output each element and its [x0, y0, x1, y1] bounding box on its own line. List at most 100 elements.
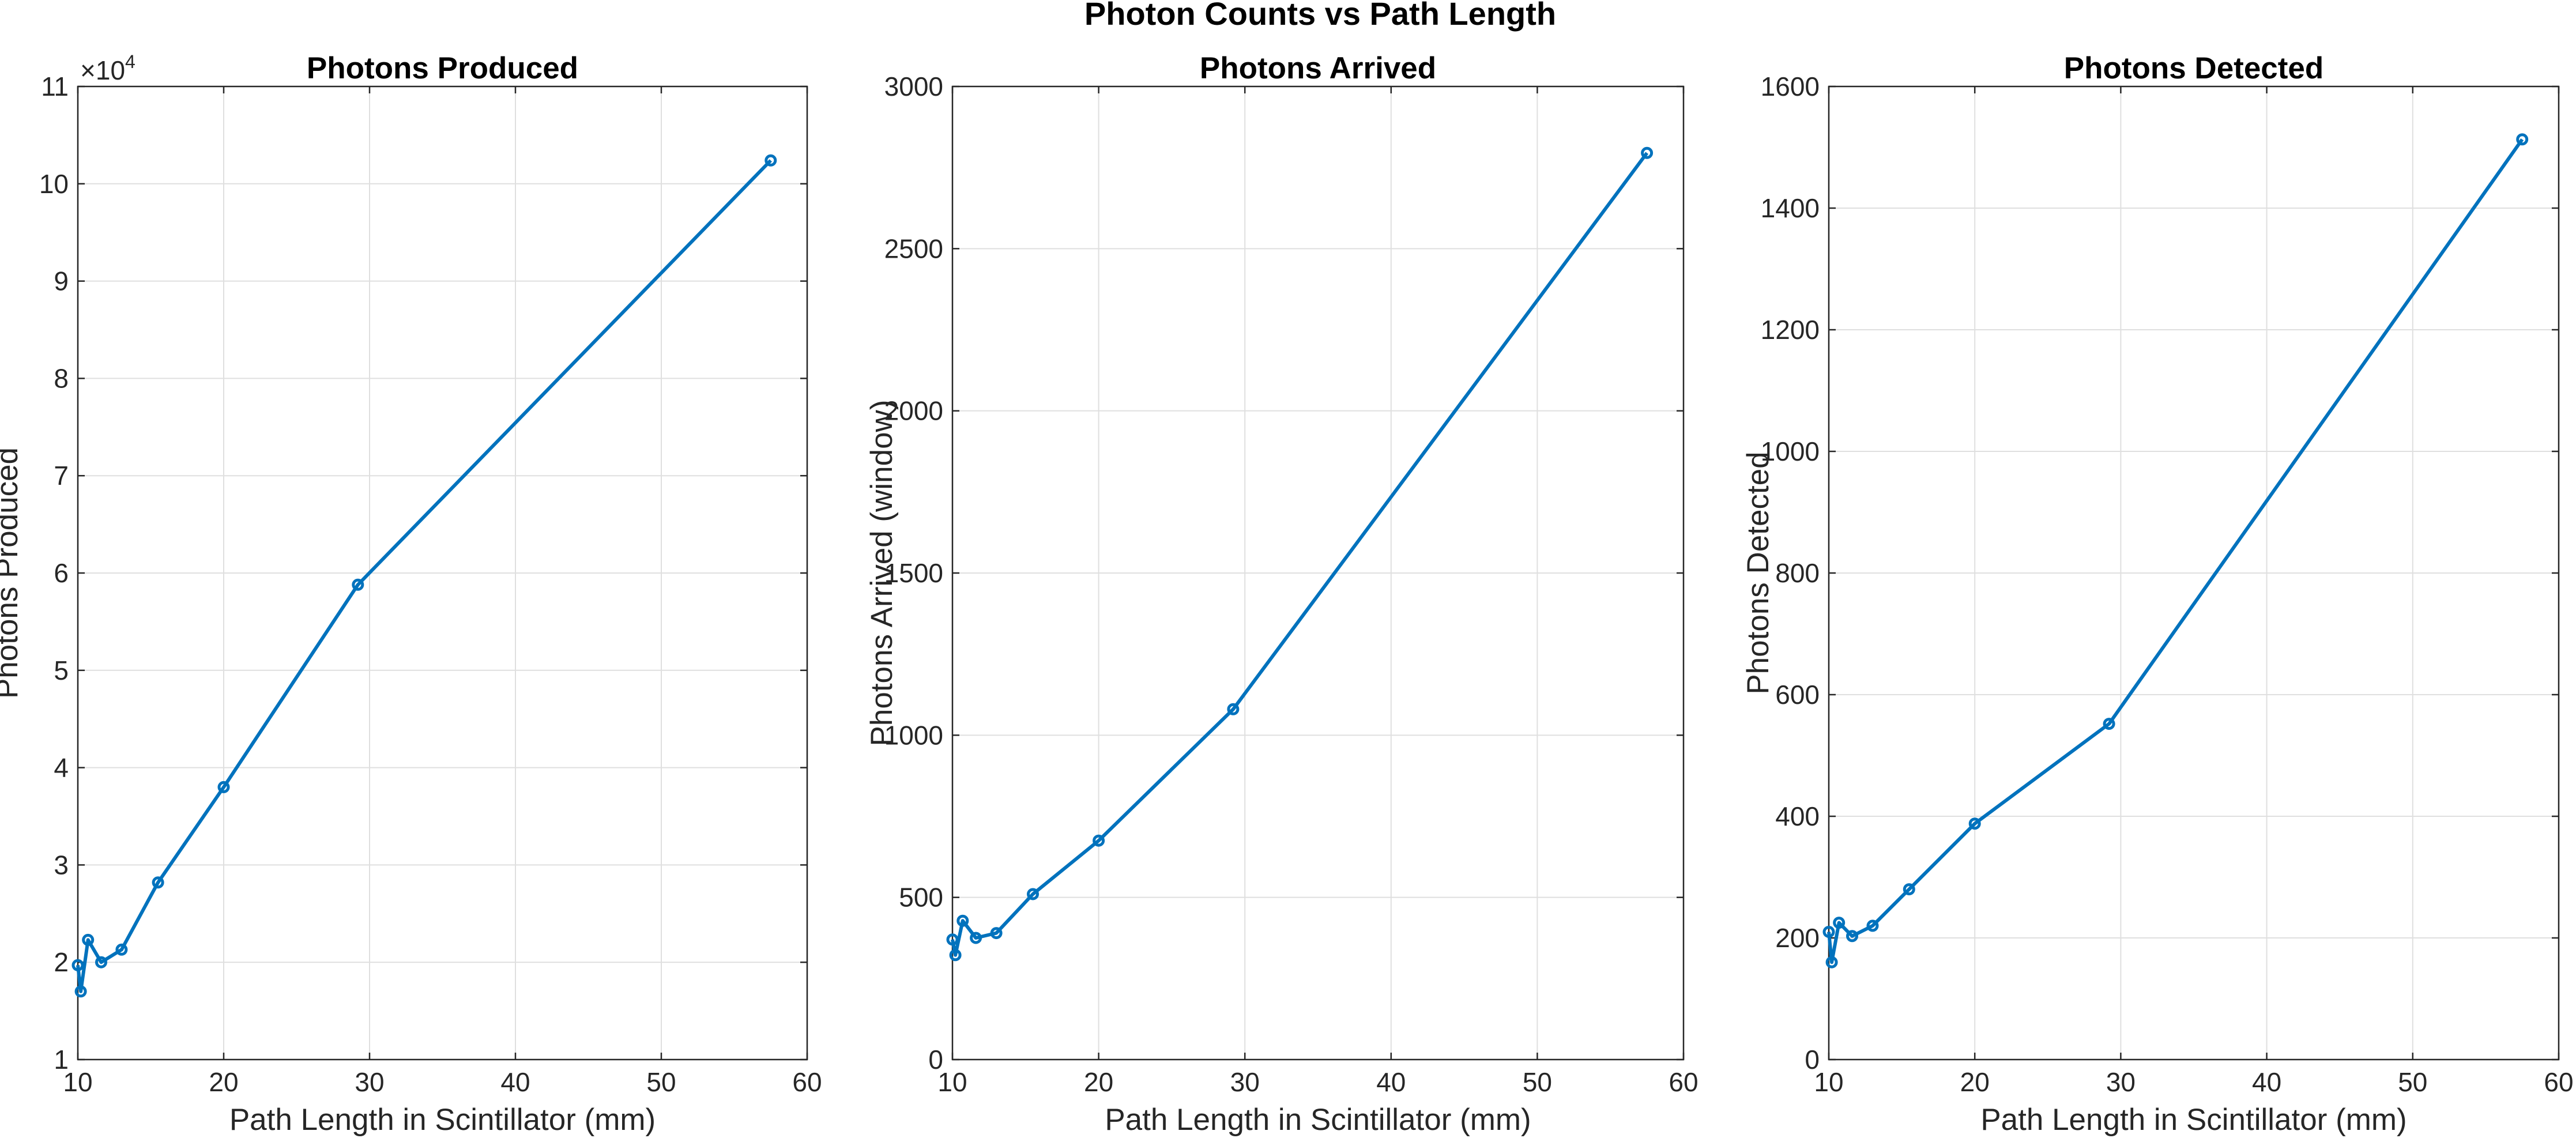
data-point: [1903, 883, 1915, 896]
x-tick-label: 50: [1523, 1067, 1552, 1097]
y-tick-labels: 1 2 3 4 5 6 7 8 9 10 11: [39, 71, 69, 1075]
data-point: [1822, 926, 1835, 938]
tick-marks: [1828, 85, 2560, 1061]
figure-suptitle: Photon Counts vs Path Length: [1084, 0, 1556, 32]
data-point: [1846, 930, 1858, 943]
y-tick-label: 10: [39, 169, 69, 199]
series-line: [76, 159, 772, 993]
data-point: [2103, 718, 2115, 730]
data-point: [115, 943, 128, 956]
y-tick-label: 1400: [1761, 193, 1820, 223]
y-axis-exponent-base: ×10: [80, 55, 125, 85]
y-tick-label: 7: [54, 461, 69, 491]
y-tick-label: 200: [1775, 923, 1820, 953]
data-point: [764, 154, 777, 167]
data-point: [71, 959, 84, 971]
y-axis-exponent-power: 4: [125, 51, 135, 72]
y-tick-label: 800: [1775, 558, 1820, 588]
x-tick-label: 60: [792, 1067, 822, 1097]
y-tick-labels: 0 200 400 600 800 1000 1200 1400 1600: [1761, 71, 1820, 1075]
subplot-title: Photons Detected: [2064, 51, 2324, 85]
y-tick-label: 1600: [1761, 71, 1820, 101]
x-tick-labels: 10 20 30 40 50 60: [63, 1067, 822, 1097]
y-tick-label: 0: [1805, 1045, 1820, 1075]
y-tick-label: 9: [54, 266, 69, 296]
y-tick-label: 5: [54, 655, 69, 685]
data-point: [152, 876, 164, 889]
data-point: [1227, 703, 1240, 715]
data-series: [1822, 133, 2529, 968]
data-point: [1866, 919, 1879, 932]
y-tick-label: 2: [54, 947, 69, 977]
x-tick-label: 20: [1084, 1067, 1113, 1097]
data-point: [1968, 817, 1981, 830]
data-point: [352, 578, 364, 591]
y-tick-label: 1000: [884, 720, 943, 750]
y-tick-labels: 0 500 1000 1500 2000 2500 3000: [884, 71, 943, 1075]
y-tick-label: 4: [54, 753, 69, 783]
grid: [77, 86, 808, 1060]
data-point: [1833, 917, 1846, 929]
y-tick-label: 400: [1775, 801, 1820, 831]
data-point: [956, 914, 969, 927]
y-tick-label: 3: [54, 850, 69, 880]
x-tick-label: 20: [209, 1067, 238, 1097]
data-point: [82, 933, 95, 946]
x-axis-label: Path Length in Scintillator (mm): [1980, 1103, 2406, 1137]
data-point: [949, 949, 962, 962]
y-axis-label: Photons Detected: [1741, 451, 1775, 694]
x-tick-label: 40: [2252, 1067, 2281, 1097]
data-point: [970, 932, 982, 944]
y-tick-label: 1200: [1761, 315, 1820, 345]
data-point: [217, 781, 230, 793]
x-tick-label: 10: [1814, 1067, 1843, 1097]
x-tick-label: 40: [500, 1067, 530, 1097]
y-tick-label: 1500: [884, 558, 943, 588]
data-point: [1825, 956, 1838, 968]
y-tick-label: 1000: [1761, 436, 1820, 466]
data-point: [1027, 888, 1039, 900]
y-tick-label: 3000: [884, 71, 943, 101]
x-tick-labels: 10 20 30 40 50 60: [1814, 1067, 2573, 1097]
x-tick-label: 30: [1230, 1067, 1260, 1097]
grid: [952, 86, 1684, 1060]
subplot-photons-detected: 10 20 30 40 50 60 0 200 400 600 800 1000 1200 1400 16…: [1741, 51, 2574, 1137]
x-tick-label: 30: [2106, 1067, 2136, 1097]
data-point: [1093, 834, 1105, 847]
data-series: [946, 146, 1654, 962]
y-tick-label: 600: [1775, 680, 1820, 710]
y-tick-label: 2500: [884, 233, 943, 263]
y-axis-label: Photons Arrived (window): [865, 400, 899, 747]
subplot-title: Photons Arrived: [1200, 51, 1436, 85]
x-axis-label: Path Length in Scintillator (mm): [1105, 1103, 1531, 1137]
x-tick-label: 50: [2398, 1067, 2427, 1097]
data-point: [990, 927, 1003, 940]
y-tick-label: 11: [41, 71, 69, 101]
x-tick-label: 50: [646, 1067, 676, 1097]
data-point: [74, 985, 87, 998]
y-tick-label: 500: [899, 883, 943, 913]
x-axis-label: Path Length in Scintillator (mm): [229, 1103, 656, 1137]
data-point: [946, 933, 959, 946]
y-tick-label: 0: [928, 1045, 943, 1075]
subplot-photons-arrived: 10 20 30 40 50 60 0 500 1000 1500 2000 2500 3000 Ph…: [865, 51, 1698, 1137]
x-tick-label: 10: [937, 1067, 967, 1097]
x-tick-label: 40: [1376, 1067, 1406, 1097]
tick-marks: [77, 85, 808, 1061]
x-tick-label: 10: [63, 1067, 92, 1097]
y-tick-label: 1: [54, 1045, 69, 1075]
x-tick-labels: 10 20 30 40 50 60: [937, 1067, 1698, 1097]
x-tick-label: 60: [2544, 1067, 2573, 1097]
series-line: [1827, 138, 2524, 964]
y-axis-label: Photons Produced: [0, 447, 24, 699]
data-point: [2516, 133, 2529, 146]
y-axis-exponent: ×104: [80, 51, 135, 85]
data-series: [71, 154, 777, 998]
subplot-photons-produced: 10 20 30 40 50 60 1 2 3 4 5 6 7 8 9 10 11 Photons Produ…: [0, 51, 822, 1137]
x-tick-label: 30: [355, 1067, 384, 1097]
series-line: [951, 152, 1649, 957]
x-tick-label: 20: [1960, 1067, 1990, 1097]
y-tick-label: 6: [54, 558, 69, 588]
y-tick-label: 2000: [884, 396, 943, 426]
